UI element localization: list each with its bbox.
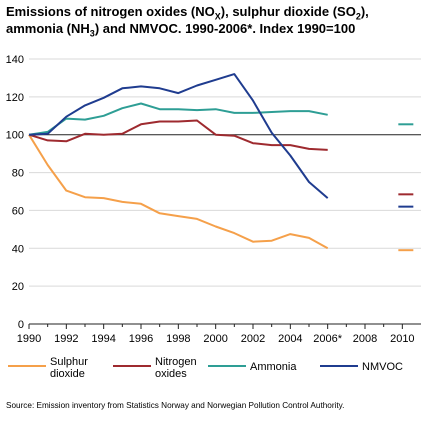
series-layer <box>28 73 329 250</box>
axis-layer: 0 20 40 60 80 100 120 140 1990 1992 1994 1996 1998 20… <box>6 54 421 345</box>
title-text-4: ) and NMVOC. 1990-2006*. Index 1990=100 <box>94 21 356 36</box>
x-tick-label-2004: 2004 <box>278 333 302 345</box>
y-tick-label-120: 120 <box>6 92 24 104</box>
x-tick-label-2002: 2002 <box>241 333 265 345</box>
series-line-sulphur-dioxide <box>28 134 329 250</box>
title-text-1: Emissions of nitrogen oxides (NO <box>6 4 215 19</box>
legend-label-nitrogen-oxides-2: oxides <box>155 368 187 380</box>
title-subscript-nox: X <box>214 11 221 22</box>
x-tick-label-2006: 2006* <box>313 333 342 345</box>
y-tick-label-40: 40 <box>12 243 24 255</box>
y-tick-label-20: 20 <box>12 281 24 293</box>
y-tick-label-80: 80 <box>12 168 24 180</box>
x-tick-label-1992: 1992 <box>54 333 78 345</box>
grid-layer <box>29 58 421 287</box>
series-line-nmvoc <box>28 73 329 199</box>
title-subscript-so2: 2 <box>355 11 361 22</box>
legend-label-nitrogen-oxides-1: Nitrogen <box>155 356 197 368</box>
y-tick-label-60: 60 <box>12 205 24 217</box>
y-tick-label-140: 140 <box>6 54 24 66</box>
y-tick-label-100: 100 <box>6 130 24 142</box>
legend-label-sulphur-dioxide-2: dioxide <box>50 368 85 380</box>
target-layer <box>398 123 414 252</box>
chart-title: Emissions of nitrogen oxides (NOX), sulp… <box>6 3 420 39</box>
x-tick-label-2008: 2008 <box>353 333 377 345</box>
series-line-ammonia <box>28 102 328 136</box>
x-tick-label-2000: 2000 <box>203 333 227 345</box>
y-tick-label-0: 0 <box>18 319 24 331</box>
x-tick-label-1996: 1996 <box>129 333 153 345</box>
source-note: Source: Emission inventory from Statisti… <box>6 401 345 410</box>
x-tick-label-1994: 1994 <box>91 333 115 345</box>
x-tick-label-2010: 2010 <box>390 333 414 345</box>
x-tick-label-1990: 1990 <box>17 333 41 345</box>
series-line-nitrogen-oxides <box>28 119 328 151</box>
legend-label-nmvoc: NMVOC <box>362 361 403 373</box>
x-tick-label-1998: 1998 <box>166 333 190 345</box>
title-subscript-nh3: 3 <box>89 28 95 39</box>
legend-label-ammonia: Ammonia <box>250 361 297 373</box>
legend-label-sulphur-dioxide-1: Sulphur <box>50 356 88 368</box>
title-text-2: ), sulphur dioxide (SO <box>220 4 356 19</box>
title-text-3: ), ammonia (NH <box>6 4 369 36</box>
